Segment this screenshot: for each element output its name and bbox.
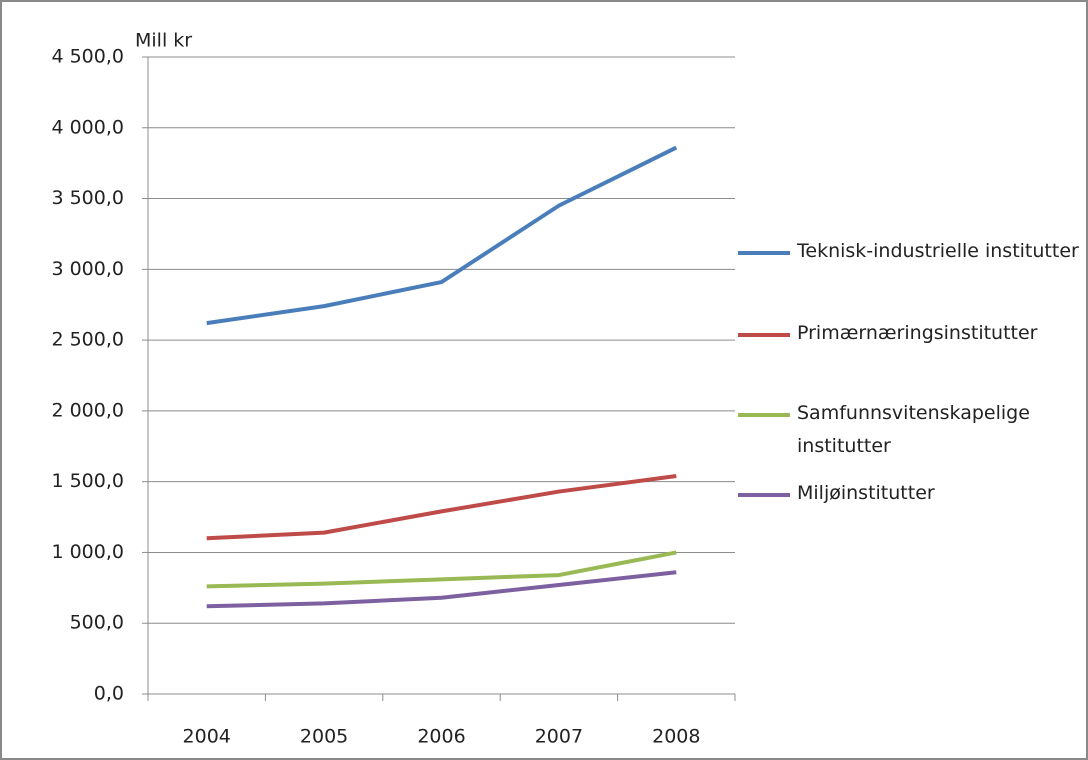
legend-swatch <box>738 413 790 417</box>
legend-swatch <box>738 493 790 497</box>
x-tick-label: 2007 <box>535 726 583 748</box>
legend-item: Miljøinstitutter <box>738 481 1082 510</box>
legend-item: Teknisk-industrielle institutter <box>738 239 1082 268</box>
legend-label: Miljøinstitutter <box>797 482 935 504</box>
legend-label: Primærnæringsinstitutter <box>797 322 1038 344</box>
y-tick-label: 4 000,0 <box>51 116 124 138</box>
legend-label: Teknisk-industrielle institutter <box>797 240 1079 262</box>
series-line <box>206 550 677 589</box>
y-tick-label: 3 000,0 <box>51 258 124 280</box>
legend-label: Samfunnsvitenskapelige institutter <box>797 402 1030 457</box>
legend-swatch <box>738 333 790 337</box>
series-line <box>206 570 677 609</box>
series-line <box>206 145 678 326</box>
y-tick-label: 0,0 <box>94 683 124 705</box>
y-tick-label: 4 500,0 <box>51 46 124 68</box>
y-tick-label: 500,0 <box>70 612 124 634</box>
y-tick-label: 3 500,0 <box>51 187 124 209</box>
x-tick-label: 2006 <box>417 726 465 748</box>
y-tick-label: 1 500,0 <box>51 470 124 492</box>
legend-item: Samfunnsvitenskapelige institutter <box>738 401 1082 463</box>
y-tick-label: 1 000,0 <box>51 541 124 563</box>
legend-swatch <box>738 251 790 255</box>
y-tick-label: 2 500,0 <box>51 329 124 351</box>
y-axis-label: Mill kr <box>135 30 192 52</box>
x-tick-label: 2008 <box>652 726 700 748</box>
x-tick-label: 2004 <box>183 726 231 748</box>
x-tick-label: 2005 <box>300 726 348 748</box>
y-tick-label: 2 000,0 <box>51 399 124 421</box>
series-line <box>206 474 677 541</box>
legend-item: Primærnæringsinstitutter <box>738 321 1082 350</box>
